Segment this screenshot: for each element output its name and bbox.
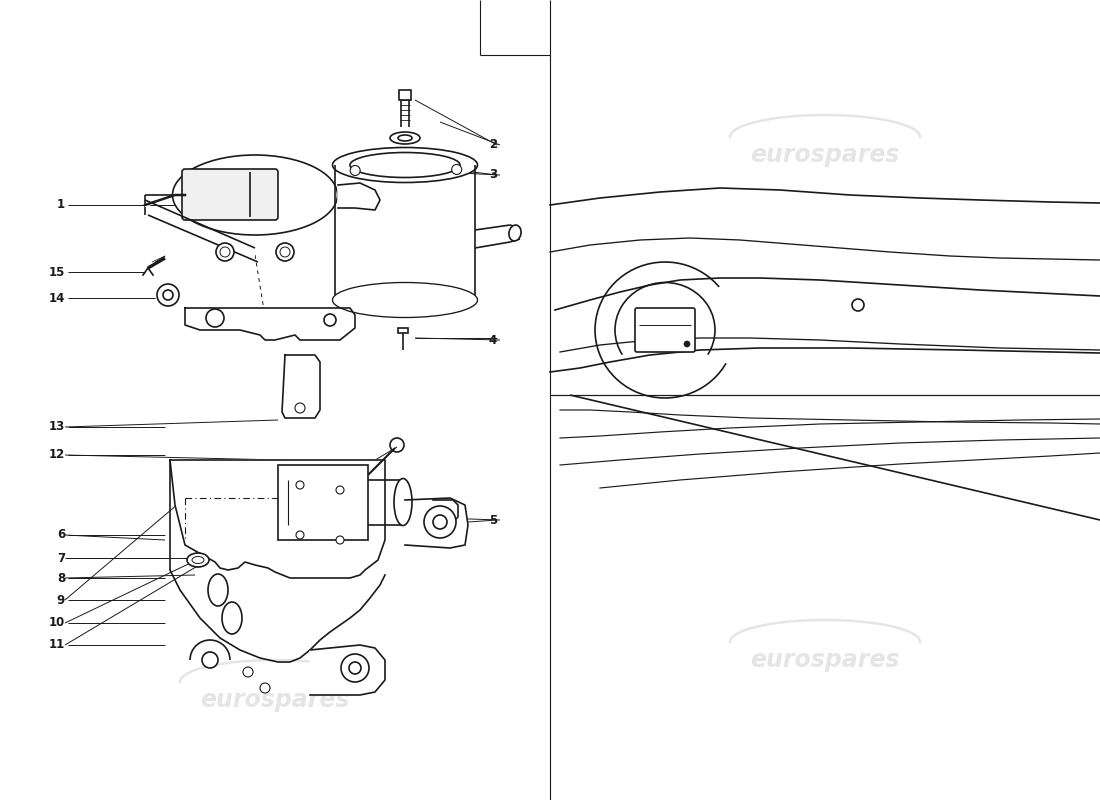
Ellipse shape xyxy=(208,574,228,606)
Polygon shape xyxy=(433,500,458,522)
Text: 11: 11 xyxy=(48,638,65,651)
Circle shape xyxy=(341,654,368,682)
Text: 13: 13 xyxy=(48,421,65,434)
Text: 7: 7 xyxy=(57,551,65,565)
Text: 6: 6 xyxy=(57,529,65,542)
Circle shape xyxy=(296,481,304,489)
Circle shape xyxy=(350,166,360,175)
Circle shape xyxy=(424,506,456,538)
Text: 9: 9 xyxy=(57,594,65,606)
Ellipse shape xyxy=(398,135,412,141)
Circle shape xyxy=(336,486,344,494)
Text: eurospares: eurospares xyxy=(200,498,350,522)
Text: 2: 2 xyxy=(488,138,497,151)
Bar xyxy=(398,328,408,333)
Text: 1: 1 xyxy=(57,198,65,211)
Text: eurospares: eurospares xyxy=(750,648,900,672)
Text: 15: 15 xyxy=(48,266,65,278)
Ellipse shape xyxy=(394,478,412,526)
Circle shape xyxy=(433,515,447,529)
Circle shape xyxy=(202,652,218,668)
Polygon shape xyxy=(170,460,385,578)
Text: 14: 14 xyxy=(48,291,65,305)
Ellipse shape xyxy=(509,225,521,241)
Circle shape xyxy=(296,531,304,539)
Circle shape xyxy=(336,536,344,544)
Circle shape xyxy=(260,683,270,693)
Polygon shape xyxy=(338,183,379,210)
Text: 4: 4 xyxy=(488,334,497,346)
Text: 3: 3 xyxy=(488,169,497,182)
Ellipse shape xyxy=(187,553,209,567)
Text: eurospares: eurospares xyxy=(750,143,900,167)
Ellipse shape xyxy=(222,602,242,634)
Text: eurospares: eurospares xyxy=(200,688,350,712)
Ellipse shape xyxy=(390,132,420,144)
Text: 12: 12 xyxy=(48,449,65,462)
Circle shape xyxy=(684,341,690,347)
Polygon shape xyxy=(310,645,385,695)
Ellipse shape xyxy=(332,147,477,182)
Circle shape xyxy=(216,243,234,261)
Polygon shape xyxy=(405,498,468,548)
Circle shape xyxy=(157,284,179,306)
Circle shape xyxy=(324,314,336,326)
Circle shape xyxy=(276,243,294,261)
FancyBboxPatch shape xyxy=(635,308,695,352)
FancyBboxPatch shape xyxy=(182,169,278,220)
Ellipse shape xyxy=(173,155,338,235)
Polygon shape xyxy=(282,355,320,418)
Text: 10: 10 xyxy=(48,617,65,630)
Bar xyxy=(399,90,411,100)
Circle shape xyxy=(163,290,173,300)
Text: 8: 8 xyxy=(57,571,65,585)
Circle shape xyxy=(243,667,253,677)
Circle shape xyxy=(295,403,305,413)
Circle shape xyxy=(349,662,361,674)
Circle shape xyxy=(206,309,224,327)
Text: 5: 5 xyxy=(488,514,497,526)
Ellipse shape xyxy=(332,282,477,318)
Bar xyxy=(278,465,368,540)
Polygon shape xyxy=(185,308,355,340)
Circle shape xyxy=(452,165,462,174)
